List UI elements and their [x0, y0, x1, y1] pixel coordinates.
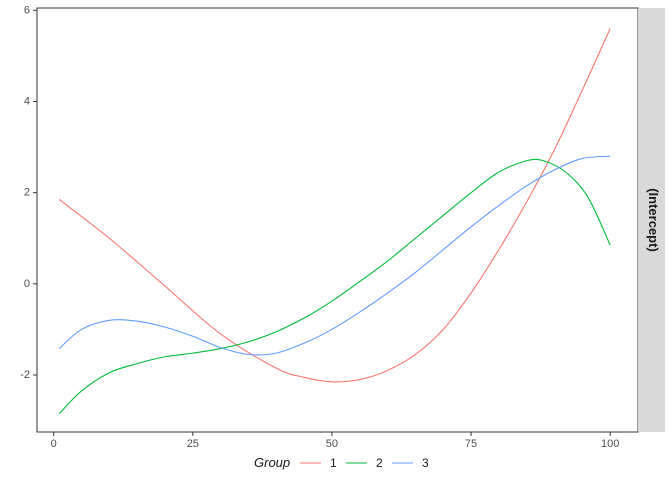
legend: Group 1 2 3	[254, 455, 429, 470]
facet-strip: (Intercept)	[638, 8, 665, 432]
legend-label-2: 2	[376, 456, 383, 470]
x-axis: 0 25 50 75 100	[51, 432, 619, 450]
series-lines	[58, 28, 611, 415]
series-line-group-3	[58, 155, 611, 356]
legend-label-1: 1	[330, 456, 337, 470]
y-tick-label: 2	[24, 187, 30, 199]
x-tick-label: 25	[187, 438, 199, 450]
plot-panel	[36, 7, 639, 433]
x-tick-label: 50	[326, 438, 338, 450]
y-tick-label: -2	[20, 369, 30, 381]
y-tick-label: 6	[24, 4, 30, 16]
x-tick-label: 0	[51, 438, 57, 450]
facet-strip-label: (Intercept)	[646, 188, 661, 252]
y-tick-label: 4	[24, 95, 30, 107]
facet-strip-background	[638, 8, 665, 432]
series-line-group-1	[58, 28, 611, 383]
panel-border	[36, 7, 639, 433]
x-tick-label: 75	[465, 438, 477, 450]
legend-title: Group	[254, 455, 290, 470]
y-tick-label: 0	[24, 278, 30, 290]
y-axis: -2 0 2 4 6	[20, 4, 37, 381]
legend-label-3: 3	[422, 456, 429, 470]
x-tick-label: 100	[601, 438, 619, 450]
series-line-group-2	[58, 158, 611, 415]
